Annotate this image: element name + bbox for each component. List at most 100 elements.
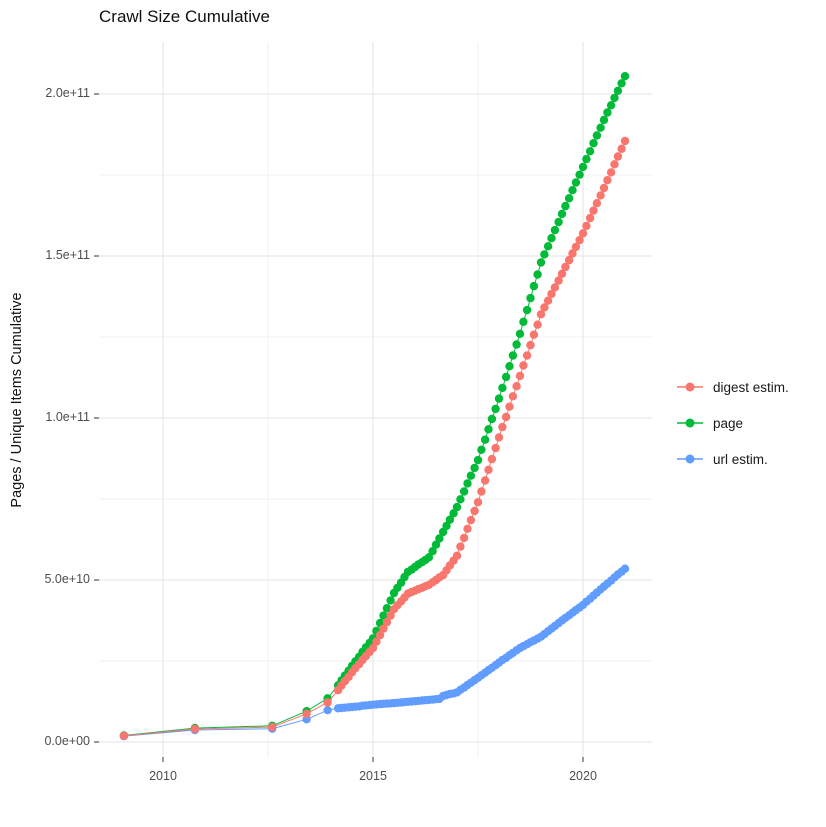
data-point xyxy=(561,201,570,211)
data-point xyxy=(533,320,542,329)
data-point xyxy=(536,310,546,319)
legend-item: url estim. xyxy=(676,441,789,477)
data-point xyxy=(268,722,277,732)
y-axis-title: Pages / Unique Items Cumulative xyxy=(9,292,25,508)
data-point xyxy=(424,553,434,562)
data-point xyxy=(564,256,574,265)
data-point xyxy=(473,455,483,465)
data-point xyxy=(442,521,451,531)
data-point xyxy=(438,527,448,537)
data-point xyxy=(501,372,511,382)
data-point xyxy=(382,604,392,613)
data-point xyxy=(452,551,462,560)
data-point xyxy=(484,465,493,474)
data-point xyxy=(494,433,504,442)
data-point xyxy=(505,402,514,411)
data-point xyxy=(571,178,581,187)
data-point xyxy=(463,524,472,533)
data-point xyxy=(550,283,560,292)
data-point xyxy=(540,250,549,259)
data-point xyxy=(512,340,521,349)
data-point xyxy=(491,443,500,453)
data-point xyxy=(599,183,609,193)
data-point xyxy=(501,412,511,422)
y-tick-label: 2.0e+11 xyxy=(45,86,90,100)
data-point xyxy=(302,709,311,718)
data-point xyxy=(519,361,528,370)
data-point xyxy=(484,425,493,434)
data-point xyxy=(477,445,486,454)
data-point xyxy=(620,72,630,81)
data-point xyxy=(323,706,332,715)
data-point xyxy=(617,79,626,88)
data-point xyxy=(540,303,549,312)
data-point xyxy=(557,209,567,219)
data-point xyxy=(599,115,609,125)
data-point xyxy=(529,281,539,291)
data-point xyxy=(449,509,458,518)
data-point xyxy=(494,394,504,403)
y-tick-label: 1.5e+11 xyxy=(45,248,90,262)
data-point xyxy=(368,643,378,653)
data-point xyxy=(620,564,630,573)
legend-label: page xyxy=(713,415,744,431)
data-point xyxy=(568,249,577,258)
data-point xyxy=(515,329,525,338)
data-point xyxy=(505,362,514,371)
data-point xyxy=(519,317,528,326)
data-point xyxy=(386,596,395,605)
x-tick-label: 2010 xyxy=(149,769,177,783)
legend-item: digest estim. xyxy=(676,369,789,405)
data-point xyxy=(550,225,560,235)
data-point xyxy=(543,296,553,305)
data-point xyxy=(428,547,437,556)
data-point xyxy=(508,392,518,401)
data-point xyxy=(466,471,476,480)
data-point xyxy=(491,404,500,414)
legend-label: url estim. xyxy=(713,451,768,467)
data-point xyxy=(379,624,388,633)
data-point xyxy=(585,213,595,223)
legend-key-icon xyxy=(677,382,703,392)
y-tick-label: 0.0e+00 xyxy=(44,734,90,748)
chart-title: Crawl Size Cumulative xyxy=(99,7,270,26)
data-point xyxy=(606,168,616,177)
data-point xyxy=(585,147,595,156)
data-point xyxy=(620,136,630,146)
data-point xyxy=(582,154,591,164)
data-point xyxy=(603,176,612,185)
data-point xyxy=(508,351,518,360)
data-point xyxy=(613,152,623,161)
data-point xyxy=(459,533,469,543)
data-point xyxy=(372,637,381,646)
data-point xyxy=(480,476,490,485)
data-point xyxy=(431,540,441,549)
data-point xyxy=(575,170,584,179)
data-point xyxy=(375,630,385,640)
data-point xyxy=(533,270,542,279)
data-point xyxy=(575,235,584,245)
data-point xyxy=(564,194,574,203)
legend-item: page xyxy=(676,405,789,441)
data-point xyxy=(582,221,591,231)
data-point xyxy=(522,305,532,315)
data-point xyxy=(487,414,497,424)
data-point xyxy=(589,139,598,148)
data-point xyxy=(480,435,490,444)
data-point xyxy=(119,731,129,740)
data-point xyxy=(578,229,588,238)
data-point xyxy=(512,382,521,391)
data-point xyxy=(589,206,598,215)
data-point xyxy=(452,502,462,512)
x-tick-label: 2020 xyxy=(569,769,597,783)
data-point xyxy=(617,144,626,153)
data-point xyxy=(529,330,539,339)
data-point xyxy=(606,101,616,110)
data-point xyxy=(456,542,465,551)
data-point xyxy=(596,123,605,132)
data-point xyxy=(578,162,588,172)
legend-label: digest estim. xyxy=(713,379,789,395)
data-point xyxy=(592,131,602,140)
